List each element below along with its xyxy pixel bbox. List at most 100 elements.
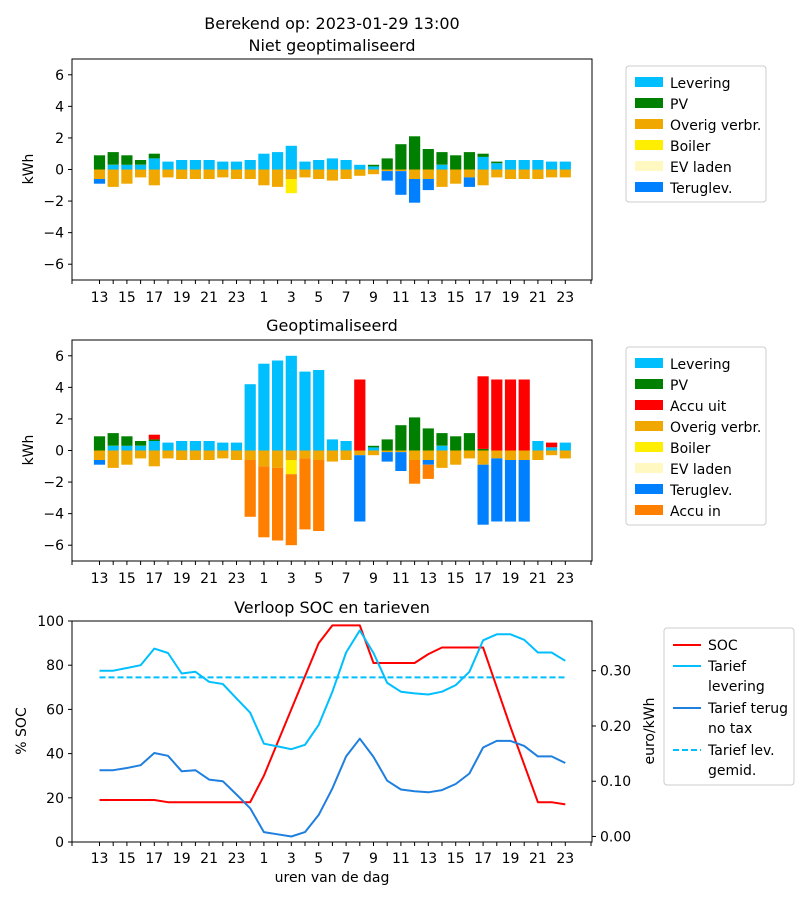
bar-overig-verbr- (217, 450, 229, 459)
bar-teruglev- (381, 171, 393, 181)
legend-label: SOC (708, 638, 738, 654)
bar-levering (340, 160, 352, 170)
bar-levering (326, 439, 338, 451)
bar-overig-verbr- (121, 450, 133, 465)
bar-overig-verbr- (244, 450, 256, 460)
x-tick-label: 3 (287, 851, 296, 867)
bar-accu-in (244, 460, 256, 517)
bar-pv (422, 428, 434, 451)
bar-teruglev- (93, 460, 106, 465)
bar-pv (422, 149, 434, 170)
bar-overig-verbr- (148, 450, 160, 467)
x-tick-label: 15 (118, 571, 136, 587)
bar-overig-verbr- (203, 450, 215, 460)
bar-overig-verbr- (285, 450, 297, 460)
bar-teruglev- (463, 177, 475, 187)
bar-boiler (285, 179, 297, 194)
bar-pv (409, 417, 421, 451)
bar-overig-verbr- (436, 450, 448, 468)
bar-overig-verbr- (518, 450, 530, 460)
bar-overig-verbr- (285, 169, 297, 179)
bar-levering (546, 161, 558, 170)
bar-pv (450, 436, 462, 451)
bar-pv (135, 160, 147, 165)
chart-title: Verloop SOC en tarieven (234, 598, 430, 617)
bar-overig-verbr- (230, 169, 243, 179)
bar-levering (367, 166, 380, 170)
bar-teruglev- (422, 460, 434, 465)
legend-swatch (635, 505, 663, 515)
bar-overig-verbr- (340, 450, 352, 460)
x-tick-label: 5 (314, 851, 323, 867)
bar-levering (176, 441, 188, 451)
y-axis-label: kWh (21, 435, 37, 466)
bar-teruglev- (409, 179, 421, 203)
bar-levering (244, 384, 256, 451)
x-tick-label: 15 (447, 290, 465, 306)
x-tick-label: 13 (91, 851, 109, 867)
bar-overig-verbr- (299, 169, 311, 178)
y2-axis-label: euro/kWh (642, 697, 658, 764)
legend-label: PV (670, 378, 688, 394)
bar-overig-verbr- (299, 450, 311, 459)
x-tick-label: 17 (474, 571, 492, 587)
bar-pv (148, 153, 160, 159)
bar-accu-in (272, 467, 284, 541)
bar-levering (299, 161, 311, 170)
x-tick-label: 21 (529, 290, 547, 306)
y-tick-label: 0 (55, 444, 64, 460)
x-tick-label: 7 (342, 851, 351, 867)
bar-levering (546, 447, 558, 451)
legend-verloop: SOC Tarief levering Tarief terug no tax Tarie… (663, 627, 795, 786)
bar-levering (491, 163, 503, 170)
x-tick-label: 19 (173, 290, 191, 306)
bar-levering (162, 161, 174, 170)
bar-overig-verbr- (450, 169, 462, 184)
bar-overig-verbr- (107, 450, 119, 468)
x-tick-label: 11 (392, 290, 410, 306)
bar-accu-in (313, 460, 325, 531)
legend-label: Teruglev. (669, 181, 732, 197)
series-line-tarief-levering (99, 629, 566, 751)
bar-levering (354, 164, 366, 170)
x-tick-label: 7 (342, 571, 351, 587)
bar-overig-verbr- (559, 450, 571, 459)
bar-teruglev- (381, 452, 393, 462)
y-tick-label: 80 (46, 658, 64, 674)
y-tick-label: 4 (55, 99, 64, 115)
y-axis-label: kWh (21, 154, 37, 185)
bar-teruglev- (504, 460, 517, 522)
bar-teruglev- (395, 452, 407, 471)
bar-levering (203, 441, 215, 451)
y-tick-label: −2 (43, 194, 64, 210)
bar-pv (381, 158, 393, 170)
bar-overig-verbr- (162, 450, 174, 459)
bar-levering (532, 441, 544, 451)
legend-label: Levering (670, 357, 730, 373)
x-tick-label: 17 (474, 290, 492, 306)
bar-pv (121, 436, 133, 446)
legend-label: Levering (670, 76, 730, 92)
bar-levering (203, 160, 215, 170)
bar-levering (217, 161, 229, 170)
bar-overig-verbr- (313, 450, 325, 460)
series-line-soc (99, 624, 566, 806)
bar-pv (463, 433, 475, 451)
legend-swatch (635, 119, 663, 129)
legend-swatch (635, 421, 663, 431)
series-line-tarief-terug-no-tax (99, 737, 566, 838)
bar-pv (477, 448, 489, 451)
bar-levering (189, 160, 201, 170)
bar-overig-verbr- (230, 450, 243, 460)
bar-pv (450, 155, 462, 170)
x-tick-label: 15 (447, 851, 465, 867)
bar-levering (176, 160, 188, 170)
bar-levering (559, 442, 571, 451)
x-tick-label: 17 (145, 290, 163, 306)
bar-overig-verbr- (409, 169, 421, 179)
bar-levering (436, 164, 448, 170)
x-tick-label: 23 (228, 851, 246, 867)
bar-teruglev- (477, 464, 489, 525)
